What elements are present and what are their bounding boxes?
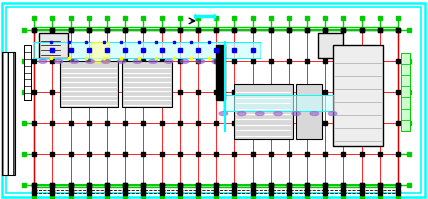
Circle shape (292, 112, 300, 116)
Bar (318, 33, 343, 58)
Bar (59, 61, 118, 107)
Circle shape (212, 59, 220, 63)
Bar (216, 45, 225, 100)
Circle shape (328, 112, 337, 116)
Circle shape (256, 112, 264, 116)
Circle shape (274, 112, 282, 116)
Circle shape (165, 59, 173, 63)
Bar (91, 42, 109, 62)
Bar (401, 53, 410, 131)
Circle shape (149, 59, 158, 63)
Bar (34, 30, 398, 185)
Bar (34, 42, 260, 58)
Circle shape (196, 59, 205, 63)
Circle shape (180, 59, 189, 63)
Circle shape (54, 59, 63, 63)
Circle shape (39, 59, 47, 63)
Circle shape (133, 59, 142, 63)
Circle shape (117, 59, 126, 63)
Circle shape (310, 112, 318, 116)
Bar (296, 84, 322, 139)
Bar (39, 33, 68, 58)
Bar (333, 45, 383, 146)
Bar (122, 61, 172, 107)
Circle shape (70, 59, 79, 63)
Circle shape (86, 59, 94, 63)
Circle shape (237, 112, 246, 116)
Bar (2, 52, 15, 175)
Circle shape (101, 59, 110, 63)
Bar (223, 95, 333, 111)
Bar (24, 45, 31, 100)
Bar (234, 84, 293, 139)
Circle shape (219, 112, 228, 116)
